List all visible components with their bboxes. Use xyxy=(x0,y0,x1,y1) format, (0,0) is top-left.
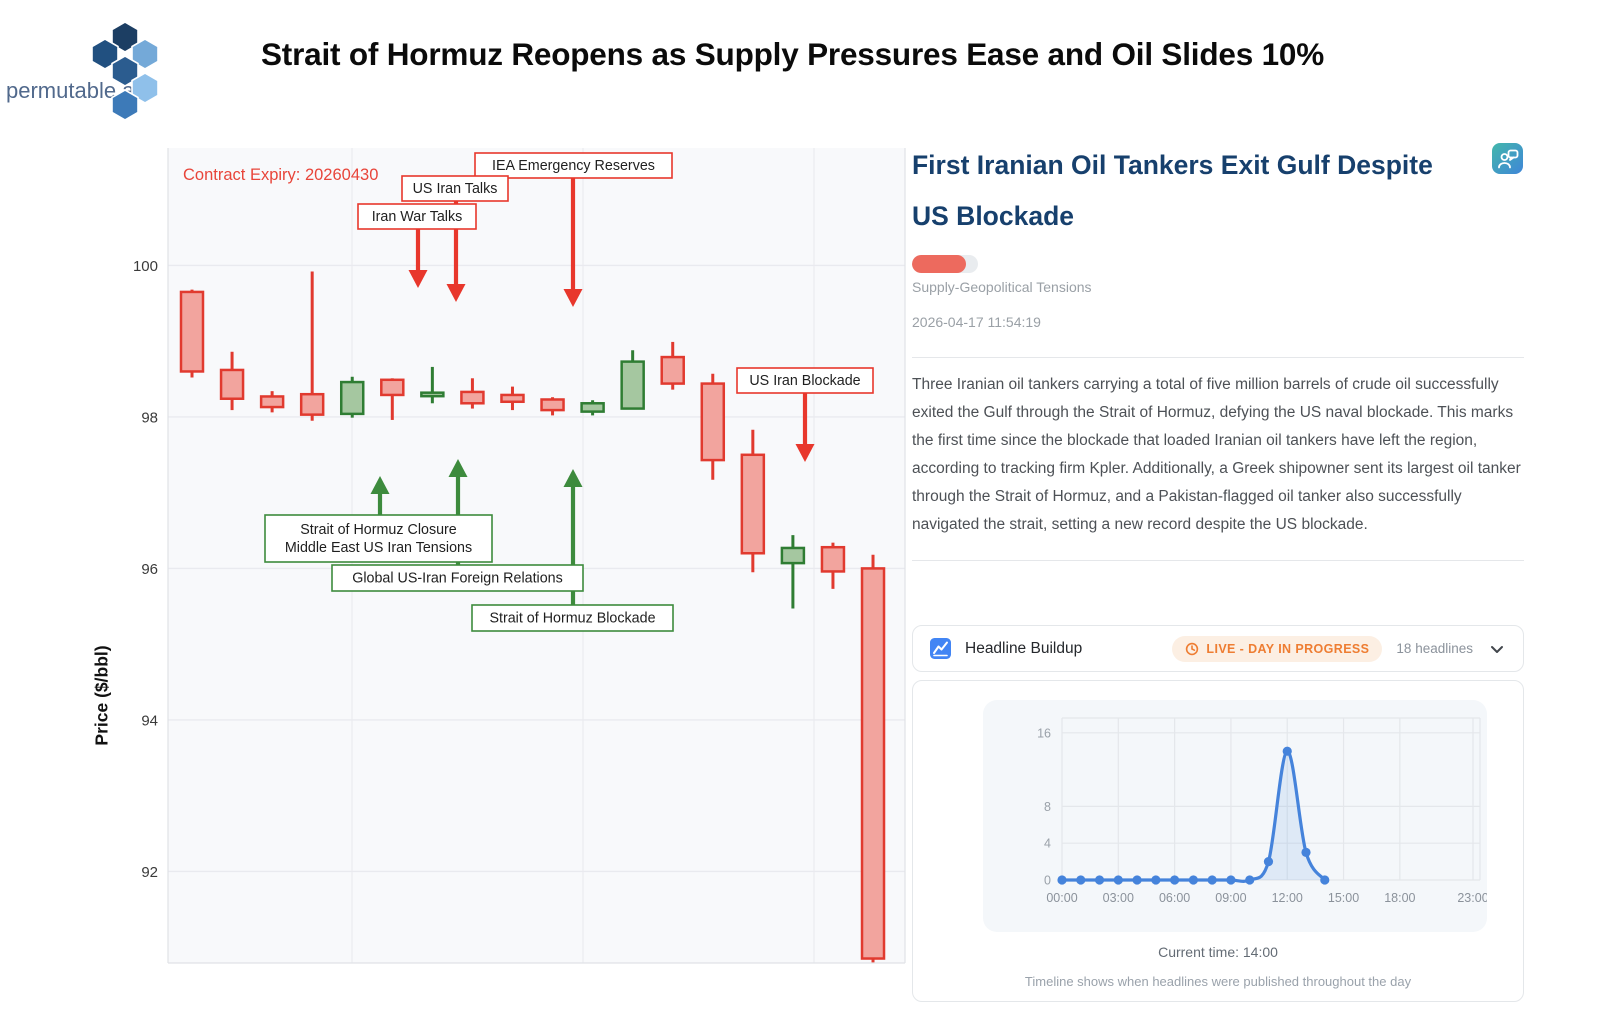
article-category: Supply-Geopolitical Tensions xyxy=(912,279,1092,296)
svg-text:12:00: 12:00 xyxy=(1272,891,1303,905)
svg-text:15:00: 15:00 xyxy=(1328,891,1359,905)
headline-buildup-title: Headline Buildup xyxy=(965,639,1083,657)
svg-text:US Iran Blockade: US Iran Blockade xyxy=(749,373,860,389)
article-title: First Iranian Oil Tankers Exit Gulf Desp… xyxy=(912,150,1433,232)
live-status-label: LIVE - DAY IN PROGRESS xyxy=(1206,641,1370,656)
clock-icon xyxy=(1186,642,1199,655)
svg-text:92: 92 xyxy=(141,864,158,881)
svg-text:16: 16 xyxy=(1037,726,1051,740)
svg-text:8: 8 xyxy=(1044,800,1051,814)
sentiment-badge xyxy=(912,255,978,274)
timeline-footnote: Timeline shows when headlines were publi… xyxy=(1024,974,1412,989)
svg-text:Iran War Talks: Iran War Talks xyxy=(372,209,463,225)
svg-text:98: 98 xyxy=(141,409,158,426)
chevron-down-icon xyxy=(1491,645,1503,653)
header: permutable.ai Strait of Hormuz Reopens a… xyxy=(0,0,1624,130)
headline-count: 18 headlines xyxy=(1396,641,1473,656)
current-time-label: Current time: 14:00 xyxy=(1158,944,1278,960)
svg-text:00:00: 00:00 xyxy=(1046,891,1077,905)
svg-text:100: 100 xyxy=(133,258,158,275)
svg-text:IEA Emergency Reserves: IEA Emergency Reserves xyxy=(492,158,655,174)
article-timestamp: 2026-04-17 11:54:19 xyxy=(912,314,1041,331)
svg-text:23:00: 23:00 xyxy=(1457,891,1487,905)
price-candlestick-chart: Price ($/bbl) 100 98 96 94 92 Contract Expiry… xyxy=(90,140,920,970)
article-body: Three Iranian oil tankers carrying a tot… xyxy=(912,376,1521,533)
page-title: Strait of Hormuz Reopens as Supply Press… xyxy=(261,36,1325,72)
svg-text:94: 94 xyxy=(141,712,158,729)
svg-text:09:00: 09:00 xyxy=(1215,891,1246,905)
svg-text:96: 96 xyxy=(141,561,158,578)
article-panel: First Iranian Oil Tankers Exit Gulf Desp… xyxy=(912,140,1524,561)
sentiment-badge-fill xyxy=(912,255,967,274)
svg-text:4: 4 xyxy=(1044,837,1051,851)
collapse-widget-button[interactable] xyxy=(1487,639,1507,659)
svg-text:Global US-Iran Foreign Relatio: Global US-Iran Foreign Relations xyxy=(352,571,563,587)
discussion-button[interactable] xyxy=(1492,143,1523,174)
svg-text:US Iran Talks: US Iran Talks xyxy=(413,181,498,197)
headline-buildup-header: Headline Buildup LIVE - DAY IN PROGRESS … xyxy=(912,625,1524,672)
svg-text:03:00: 03:00 xyxy=(1103,891,1134,905)
svg-text:0: 0 xyxy=(1044,874,1051,888)
svg-text:18:00: 18:00 xyxy=(1384,891,1415,905)
permutable-logo: permutable.ai xyxy=(6,21,159,121)
candlestick-plot: 100 98 96 94 92 Contract Expiry: 20260430 IEA … xyxy=(133,148,906,964)
line-chart-icon xyxy=(930,638,951,659)
svg-text:Contract Expiry: 20260430: Contract Expiry: 20260430 xyxy=(183,166,378,184)
svg-text:06:00: 06:00 xyxy=(1159,891,1190,905)
person-chat-icon xyxy=(1498,149,1519,169)
logo-hexagons-icon xyxy=(91,21,159,121)
article-divider-top xyxy=(912,357,1524,359)
svg-text:Middle East US Iran Tensions: Middle East US Iran Tensions xyxy=(285,540,472,556)
headline-timeline-panel: 00:00 03:00 06:00 09:00 12:00 15:00 18:00 23:00… xyxy=(983,700,1487,932)
svg-text:Strait of Hormuz Blockade: Strait of Hormuz Blockade xyxy=(489,611,655,627)
article-divider-bottom xyxy=(912,559,1524,561)
svg-text:Strait of Hormuz Closure: Strait of Hormuz Closure xyxy=(300,522,457,538)
headline-timeline-plot: 00:00 03:00 06:00 09:00 12:00 15:00 18:00 23:00… xyxy=(1037,717,1487,905)
live-status-badge: LIVE - DAY IN PROGRESS xyxy=(1172,635,1383,662)
